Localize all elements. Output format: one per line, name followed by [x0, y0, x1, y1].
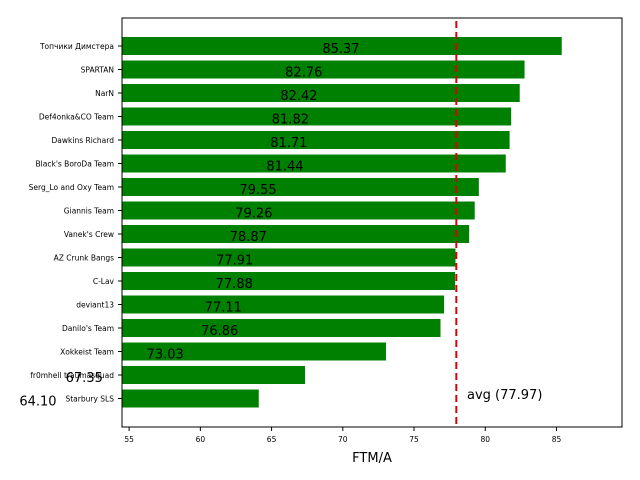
bar [122, 248, 456, 267]
y-axis-ticks: Топчики Димстера SPARTAN NarN Def4onka&CO T… [29, 42, 122, 404]
bar [122, 107, 512, 126]
bar-value-label: 81.44 [266, 160, 303, 175]
y-tick-label: Топчики Димстера [39, 42, 114, 51]
y-tick-label: Vanek's Crew [64, 230, 114, 239]
bar [122, 272, 456, 290]
bar [122, 342, 386, 361]
y-tick-label: Giannis Team [64, 207, 114, 216]
y-tick-label: NarN [95, 89, 114, 98]
y-tick-label: Black's BoroDa Team [36, 160, 114, 169]
y-tick-label: AZ Crunk Bangs [54, 254, 114, 263]
x-tick-label: 55 [124, 435, 134, 444]
y-tick-label: SPARTAN [81, 66, 114, 75]
bar-value-label: 82.42 [280, 89, 317, 104]
bar-value-label: 73.03 [147, 348, 184, 363]
y-tick-label: Danilo's Team [62, 324, 114, 333]
average-line-label: avg (77.97) [467, 388, 542, 403]
bar-value-label: 81.71 [270, 136, 307, 151]
bar [122, 295, 445, 314]
bar-value-label: 76.86 [201, 324, 238, 339]
bars-group [122, 37, 562, 408]
bar-value-label: 79.55 [239, 183, 276, 198]
bar-value-label: 77.11 [205, 301, 242, 316]
y-tick-label: fr0mhell traumasquad [30, 371, 114, 380]
bar-value-label: 85.37 [322, 42, 359, 57]
bar-value-label: 77.88 [216, 277, 253, 292]
y-tick-label: Def4onka&CO Team [39, 113, 114, 122]
x-tick-label: 85 [552, 435, 562, 444]
x-tick-label: 80 [480, 435, 490, 444]
bar [122, 60, 525, 79]
y-tick-label: deviant13 [76, 301, 114, 310]
bar [122, 154, 506, 173]
bar [122, 131, 510, 149]
bar-value-label: 64.10 [19, 395, 56, 410]
y-tick-label: Starbury SLS [65, 395, 114, 404]
y-tick-label: Dawkins Richard [52, 136, 115, 145]
bar [122, 178, 479, 196]
y-tick-label: Serg_Lo and Oxy Team [29, 183, 114, 192]
x-tick-label: 60 [196, 435, 206, 444]
bar [122, 389, 259, 408]
x-tick-label: 70 [338, 435, 348, 444]
bar-value-label: 67.35 [66, 371, 103, 386]
bar-value-label: 79.26 [235, 207, 272, 222]
axes-frame [121, 17, 623, 428]
bar-value-label: 78.87 [230, 230, 267, 245]
y-tick-label: Xokkeist Team [60, 348, 114, 357]
y-tick-label: C-Lav [93, 277, 115, 286]
bar [122, 37, 562, 55]
bar-value-label: 82.76 [285, 66, 322, 81]
bar [122, 319, 441, 337]
bar-value-label: 81.82 [272, 113, 309, 128]
x-tick-label: 65 [267, 435, 277, 444]
bar [122, 84, 520, 102]
x-axis-ticks: 55 60 65 70 75 80 85 [124, 427, 561, 444]
bar [122, 366, 306, 384]
x-axis-label: FTM/A [352, 451, 392, 466]
bar [122, 225, 470, 243]
x-tick-label: 75 [409, 435, 419, 444]
bar [122, 201, 475, 220]
bar-value-label: 77.91 [216, 254, 253, 269]
